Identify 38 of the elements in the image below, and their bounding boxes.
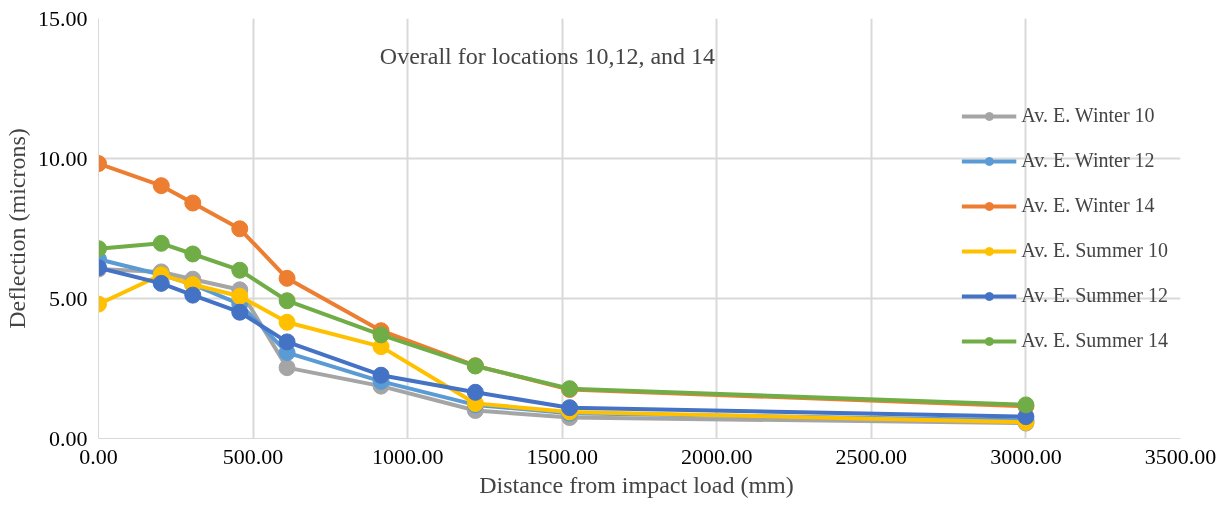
- point: [231, 287, 249, 305]
- point: [152, 274, 170, 292]
- legend-label: Av. E. Winter 12: [1021, 149, 1155, 172]
- x-tick-label: 2500.00: [835, 443, 908, 469]
- point: [152, 234, 170, 252]
- legend-label: Av. E. Summer 14: [1021, 329, 1168, 352]
- point: [152, 177, 170, 195]
- x-tick-label: 500.00: [222, 443, 284, 469]
- point: [278, 292, 296, 310]
- annotation: Overall for locations 10,12, and 14: [379, 42, 716, 69]
- legend-label: Av. E. Winter 10: [1021, 104, 1155, 127]
- legend-label: Av. E. Winter 14: [1021, 194, 1155, 217]
- point: [372, 366, 390, 384]
- point: [184, 286, 202, 304]
- point: [231, 220, 249, 238]
- point: [184, 194, 202, 212]
- point: [372, 326, 390, 344]
- x-tick-label: 1000.00: [371, 443, 444, 469]
- y-tick-label: 15.00: [38, 5, 88, 31]
- x-tick-label: 1500.00: [526, 443, 598, 469]
- y-axis-title: Deflection (microns): [4, 128, 30, 329]
- y-tick-label: 10.00: [38, 145, 88, 171]
- point: [278, 359, 296, 377]
- point: [278, 313, 296, 331]
- point: [278, 269, 296, 287]
- point: [231, 261, 249, 279]
- point: [561, 399, 579, 417]
- x-tick-label: 3000.00: [990, 443, 1062, 469]
- point: [231, 303, 249, 321]
- x-tick-label: 3500.00: [1144, 443, 1217, 469]
- x-axis-title: Distance from impact load (mm): [479, 471, 794, 498]
- point: [466, 383, 484, 401]
- x-tick-label: 2000.00: [681, 443, 753, 469]
- point: [184, 245, 202, 263]
- legend-label: Av. E. Summer 12: [1021, 284, 1168, 307]
- point: [278, 333, 296, 351]
- y-tick-label: 5.00: [49, 285, 88, 311]
- legend-label: Av. E. Summer 10: [1021, 239, 1168, 262]
